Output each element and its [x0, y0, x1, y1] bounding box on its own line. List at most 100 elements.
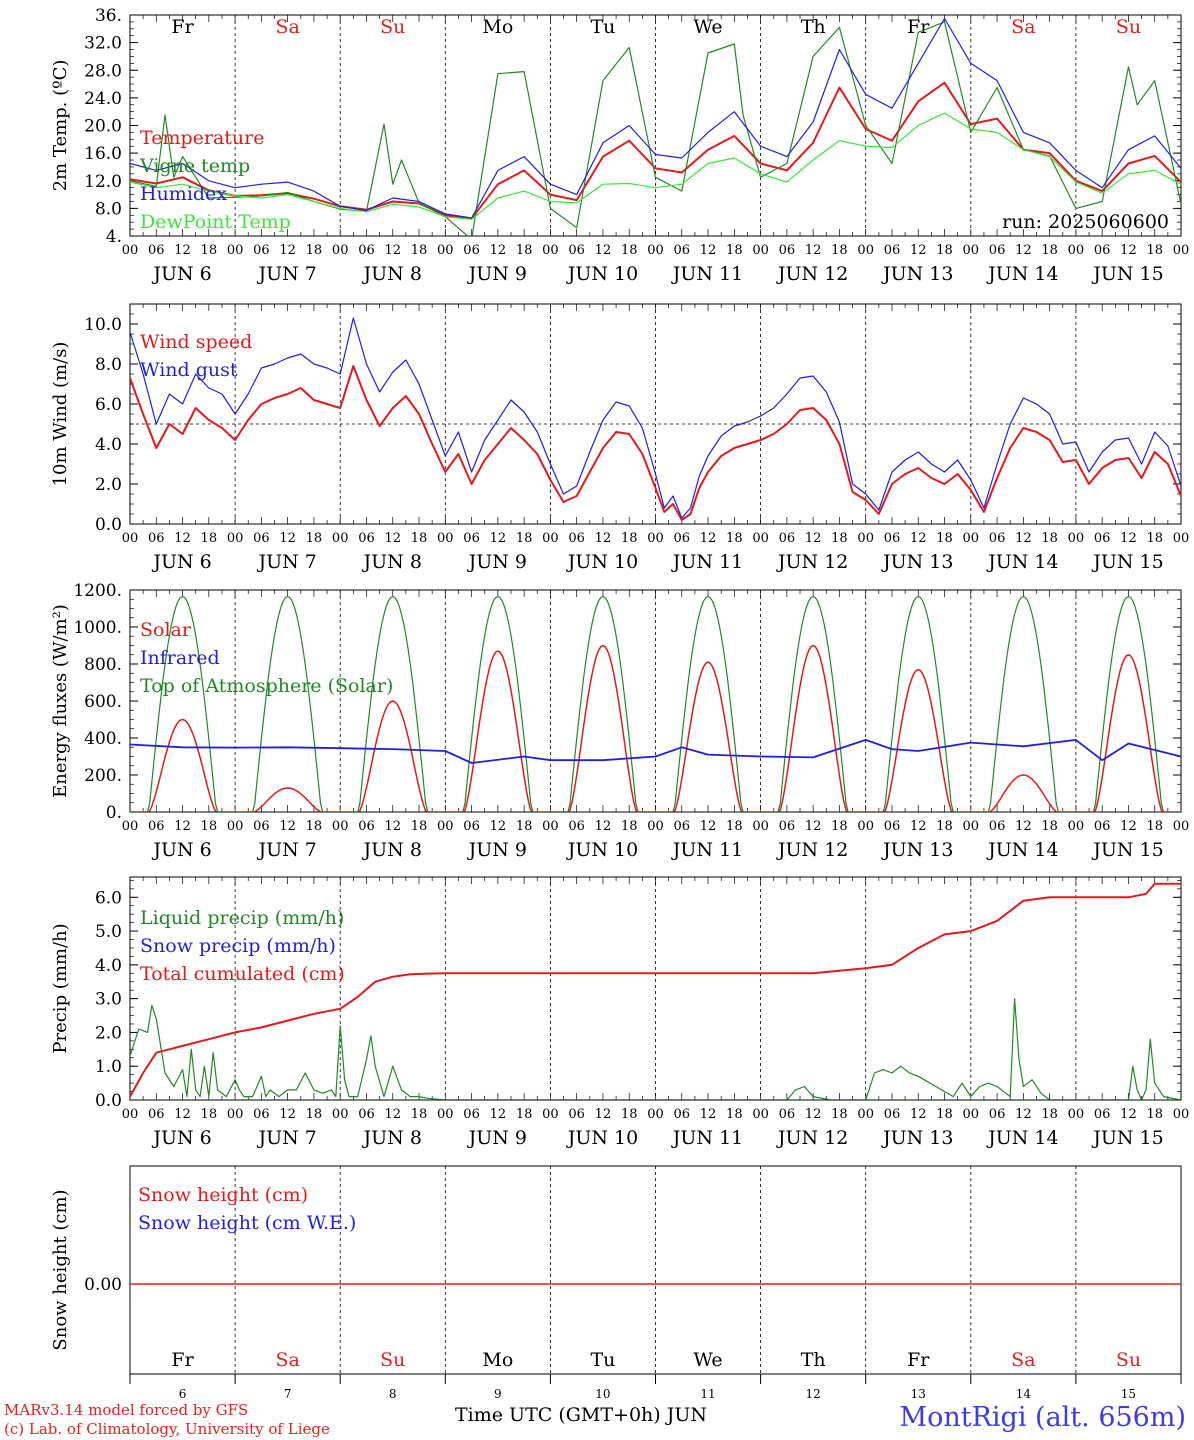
- hour-label: 18: [726, 819, 743, 834]
- hour-label: 00: [122, 531, 139, 546]
- hour-label: 00: [437, 243, 454, 258]
- date-label: JUN 6: [151, 1127, 211, 1149]
- hour-label: 12: [910, 531, 927, 546]
- hour-label: 00: [857, 819, 874, 834]
- date-label: JUN 12: [776, 551, 848, 573]
- day-number-label: 6: [179, 1387, 187, 1401]
- series-group: [130, 595, 1181, 812]
- date-label: JUN 8: [362, 1127, 422, 1149]
- weekday-label: Sa: [275, 16, 299, 38]
- weekday-label: We: [693, 16, 722, 38]
- y-tick-label: 2.0: [95, 1023, 122, 1043]
- date-label: JUN 14: [986, 263, 1058, 285]
- hour-label: 18: [306, 531, 323, 546]
- hour-label: 06: [884, 1107, 901, 1122]
- hour-label: 12: [910, 243, 927, 258]
- hour-label: 12: [1120, 531, 1137, 546]
- hour-label: 00: [1173, 531, 1190, 546]
- hour-label: 18: [411, 1107, 428, 1122]
- hour-label: 06: [358, 243, 375, 258]
- legend-entry: Total cumulated (cm): [140, 963, 345, 985]
- hour-label: 00: [963, 1107, 980, 1122]
- date-label: JUN 13: [881, 263, 953, 285]
- date-label: JUN 8: [362, 551, 422, 573]
- date-label: JUN 9: [467, 551, 527, 573]
- date-label: JUN 15: [1091, 263, 1163, 285]
- hour-label: 00: [227, 1107, 244, 1122]
- hour-label: 18: [516, 531, 533, 546]
- hour-label: 06: [568, 531, 585, 546]
- hour-label: 00: [1068, 243, 1085, 258]
- date-label: JUN 10: [566, 551, 638, 573]
- hour-label: 06: [1094, 531, 1111, 546]
- hour-label: 06: [253, 243, 270, 258]
- hour-label: 00: [857, 1107, 874, 1122]
- hour-label: 12: [490, 243, 507, 258]
- hour-label: 18: [516, 819, 533, 834]
- weekday-label: Sa: [1011, 1349, 1035, 1371]
- hour-label: 00: [752, 819, 769, 834]
- hour-label: 18: [621, 243, 638, 258]
- hour-label: 12: [1015, 531, 1032, 546]
- hour-label: 18: [936, 531, 953, 546]
- y-axis-label: 2m Temp. (ºC): [50, 60, 71, 192]
- y-tick-label: 6.0: [95, 395, 122, 415]
- legend-entry: Snow height (cm W.E.): [138, 1212, 356, 1234]
- y-tick-label: 4.0: [95, 435, 122, 455]
- y-tick-label: 2.0: [95, 475, 122, 495]
- hour-label: 18: [831, 1107, 848, 1122]
- panel-wind: 0.0 2.0 4.0 6.0 8.0 10.0 10m Wind (m/s) 00 06 12 1…: [50, 303, 1190, 573]
- model-credit-line1: MARv3.14 model forced by GFS: [4, 1401, 249, 1419]
- y-tick-label: 600.: [84, 692, 122, 712]
- y-tick-label: 800.: [84, 655, 122, 675]
- day-number-label: 11: [700, 1387, 715, 1401]
- hour-label: 18: [621, 1107, 638, 1122]
- hour-label: 18: [936, 819, 953, 834]
- hour-label: 06: [1094, 819, 1111, 834]
- hour-label: 06: [779, 243, 796, 258]
- hour-label: 12: [490, 1107, 507, 1122]
- hour-label: 18: [201, 819, 218, 834]
- hour-label: 00: [857, 243, 874, 258]
- date-label: JUN 15: [1091, 1127, 1163, 1149]
- legend-entry: Humidex: [140, 183, 227, 205]
- hour-label: 06: [779, 819, 796, 834]
- hour-label: 06: [358, 1107, 375, 1122]
- hour-label: 06: [989, 243, 1006, 258]
- hour-label: 12: [1120, 243, 1137, 258]
- hour-label: 12: [805, 1107, 822, 1122]
- weekday-label: Mo: [482, 1349, 513, 1371]
- weekday-label: We: [693, 1349, 722, 1371]
- hour-label: 00: [647, 531, 664, 546]
- date-label: JUN 10: [566, 839, 638, 861]
- hour-label: 00: [122, 1107, 139, 1122]
- hour-label: 06: [358, 819, 375, 834]
- hour-label: 18: [1146, 243, 1163, 258]
- y-axis-label: Precip (mm/h): [50, 923, 71, 1053]
- hour-label: 12: [174, 531, 191, 546]
- hour-label: 12: [595, 1107, 612, 1122]
- hour-label: 00: [542, 243, 559, 258]
- hour-label: 00: [437, 531, 454, 546]
- weekday-label: Fr: [171, 1349, 194, 1371]
- hour-label: 18: [621, 531, 638, 546]
- date-label: JUN 11: [671, 1127, 743, 1149]
- hour-label: 18: [1041, 243, 1058, 258]
- hour-label: 00: [1173, 819, 1190, 834]
- y-tick-label: 5.0: [95, 922, 122, 942]
- hour-label: 12: [1015, 1107, 1032, 1122]
- hour-label: 18: [411, 819, 428, 834]
- day-number-label: 13: [911, 1387, 926, 1401]
- hour-label: 12: [1015, 819, 1032, 834]
- hour-label: 06: [989, 1107, 1006, 1122]
- hour-label: 12: [595, 531, 612, 546]
- date-label: JUN 7: [256, 263, 316, 285]
- hour-label: 12: [279, 531, 296, 546]
- date-label: JUN 11: [671, 263, 743, 285]
- hour-label: 18: [1041, 1107, 1058, 1122]
- y-axis-label: Energy fluxes (W/m²): [50, 604, 71, 798]
- hour-label: 00: [227, 531, 244, 546]
- date-label: JUN 6: [151, 839, 211, 861]
- hour-label: 18: [411, 243, 428, 258]
- y-axis-label: Snow height (cm): [50, 1189, 71, 1350]
